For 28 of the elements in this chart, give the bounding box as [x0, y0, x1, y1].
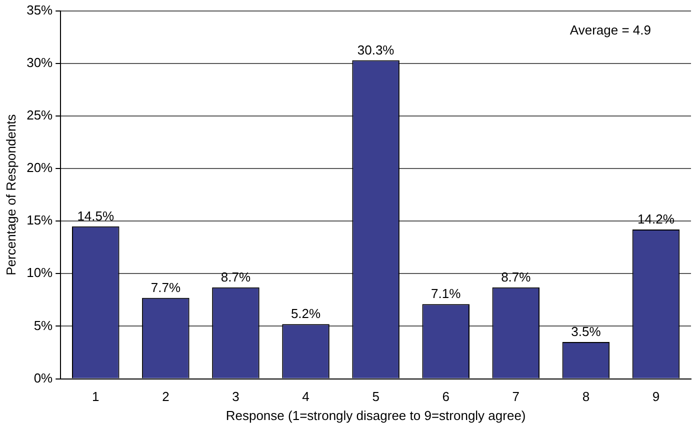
data-label: 3.5% — [571, 324, 602, 340]
x-axis-title: Response (1=strongly disagree to 9=strongly agree) — [226, 408, 526, 423]
x-tick-label: 7 — [512, 389, 520, 404]
annotation: Average = 4.9 — [570, 22, 651, 38]
x-tick-label: 4 — [302, 389, 310, 404]
x-tick-label: 3 — [232, 389, 240, 404]
x-tick-label: 6 — [442, 389, 450, 404]
x-tick-label: 8 — [582, 389, 590, 404]
x-tick-label: 2 — [162, 389, 170, 404]
y-tick-label: 10% — [26, 265, 54, 280]
data-label: 8.7% — [501, 269, 532, 284]
y-tick-label: 30% — [26, 54, 54, 70]
y-tick-label: 35% — [26, 2, 54, 18]
y-tick-label: 20% — [26, 160, 54, 176]
data-label: 7.7% — [150, 280, 181, 295]
data-label: 7.1% — [431, 286, 462, 302]
x-tick-label: 9 — [652, 389, 660, 404]
data-label: 8.7% — [220, 269, 251, 284]
data-label: 5.2% — [290, 306, 322, 322]
x-tick-label: 1 — [92, 389, 100, 404]
x-tick-label: 5 — [372, 389, 380, 404]
y-tick-label: 15% — [26, 212, 54, 228]
y-tick-label: 0% — [34, 370, 54, 386]
y-tick-label: 25% — [26, 108, 54, 123]
y-tick-label: 5% — [34, 318, 54, 333]
data-label: 30.3% — [357, 42, 395, 58]
y-axis-title: Percentage of Respondents — [3, 114, 18, 276]
data-label: 14.5% — [77, 208, 115, 224]
